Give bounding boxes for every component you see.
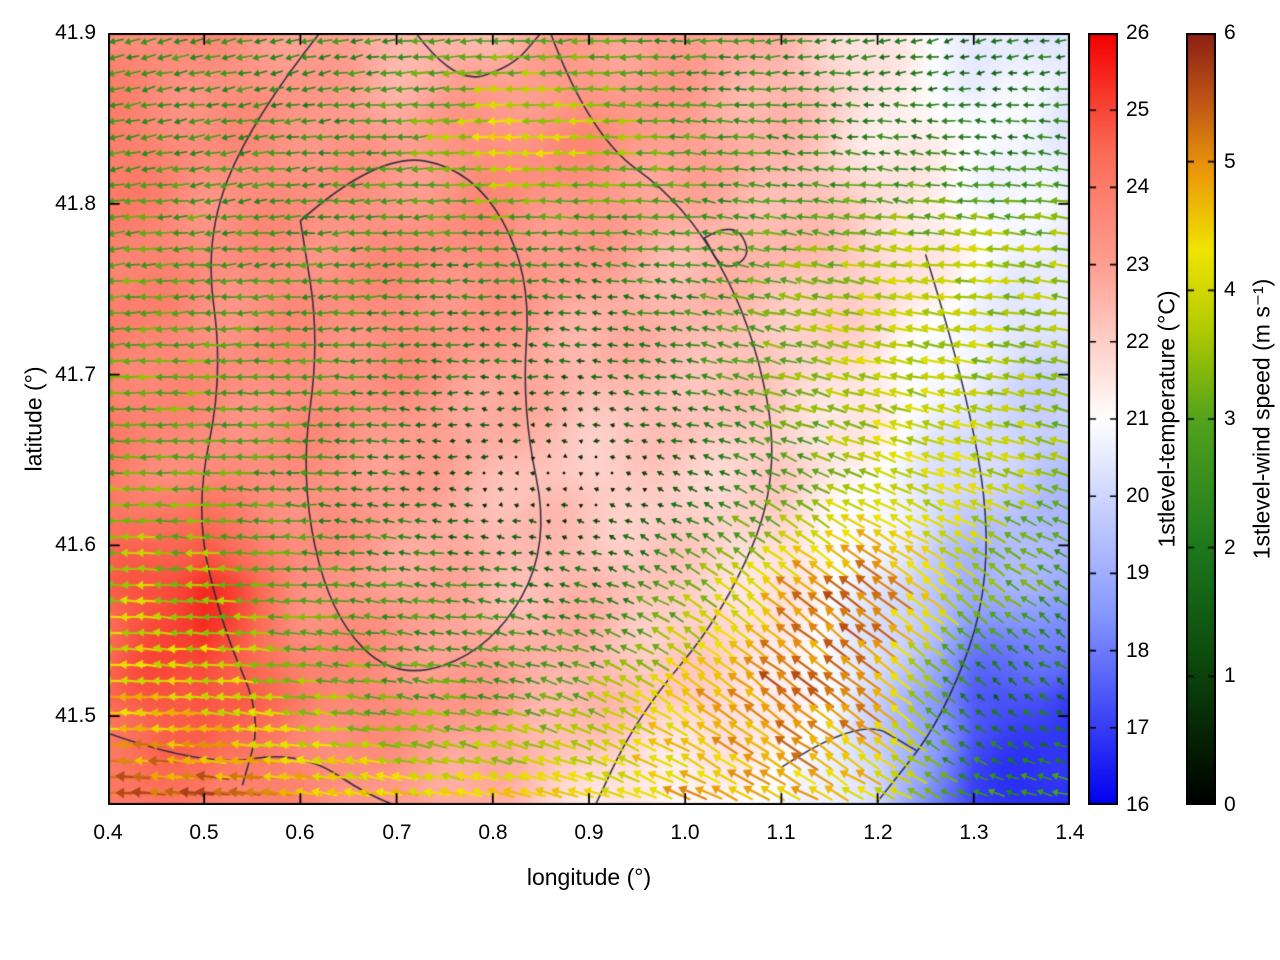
temperature-colorbar-tick-label: 16 — [1126, 793, 1150, 816]
x-axis-tick-label: 0.5 — [189, 821, 219, 844]
x-axis-tick-label: 0.8 — [478, 821, 508, 844]
x-axis-tick-label: 0.4 — [93, 821, 123, 844]
x-axis-label: longitude (°) — [526, 864, 652, 890]
y-axis-tick-label: 41.8 — [55, 192, 96, 215]
x-axis-tick-label: 1.1 — [766, 821, 796, 844]
wind-colorbar-tick-label: 0 — [1224, 793, 1236, 816]
temperature-colorbar-tick-label: 24 — [1126, 175, 1150, 198]
wind-colorbar-label: 1stlevel-wind speed (m s⁻¹) — [1248, 278, 1275, 560]
temperature-colorbar-tick-label: 23 — [1126, 253, 1150, 276]
temperature-colorbar-tick-label: 19 — [1126, 561, 1150, 584]
temperature-colorbar-tick-label: 22 — [1126, 330, 1150, 353]
x-axis-tick-label: 0.7 — [382, 821, 412, 844]
x-axis-tick-label: 0.9 — [574, 821, 604, 844]
wind-colorbar-tick-label: 5 — [1224, 150, 1236, 173]
y-axis-tick-label: 41.7 — [55, 363, 96, 386]
x-axis-tick-label: 1.3 — [959, 821, 989, 844]
wind-colorbar-tick-label: 4 — [1224, 278, 1236, 301]
main-plot-canvas — [108, 33, 1070, 805]
temperature-colorbar-label: 1stlevel-temperature (°C) — [1153, 290, 1180, 548]
x-axis-tick-label: 0.6 — [285, 821, 315, 844]
wind-colorbar-tick-label: 6 — [1224, 21, 1236, 44]
x-axis-tick-label: 1.0 — [670, 821, 700, 844]
temperature-colorbar-tick-label: 26 — [1126, 21, 1150, 44]
temperature-colorbar-tick-label: 17 — [1126, 716, 1150, 739]
temperature-colorbar — [1088, 33, 1118, 805]
temperature-colorbar-tick-label: 18 — [1126, 639, 1150, 662]
y-axis-tick-label: 41.6 — [55, 533, 96, 556]
wind-colorbar — [1186, 33, 1216, 805]
wind-colorbar-tick-label: 3 — [1224, 407, 1236, 430]
y-axis-tick-label: 41.5 — [55, 704, 96, 727]
y-axis-label: latitude (°) — [20, 366, 47, 472]
temperature-colorbar-tick-label: 25 — [1126, 98, 1150, 121]
y-axis-tick-label: 41.9 — [55, 21, 96, 44]
temperature-colorbar-tick-label: 20 — [1126, 484, 1150, 507]
x-axis-tick-label: 1.4 — [1055, 821, 1085, 844]
wind-colorbar-tick-label: 1 — [1224, 664, 1236, 687]
temperature-colorbar-tick-label: 21 — [1126, 407, 1150, 430]
x-axis-tick-label: 1.2 — [863, 821, 893, 844]
wind-colorbar-tick-label: 2 — [1224, 536, 1236, 559]
